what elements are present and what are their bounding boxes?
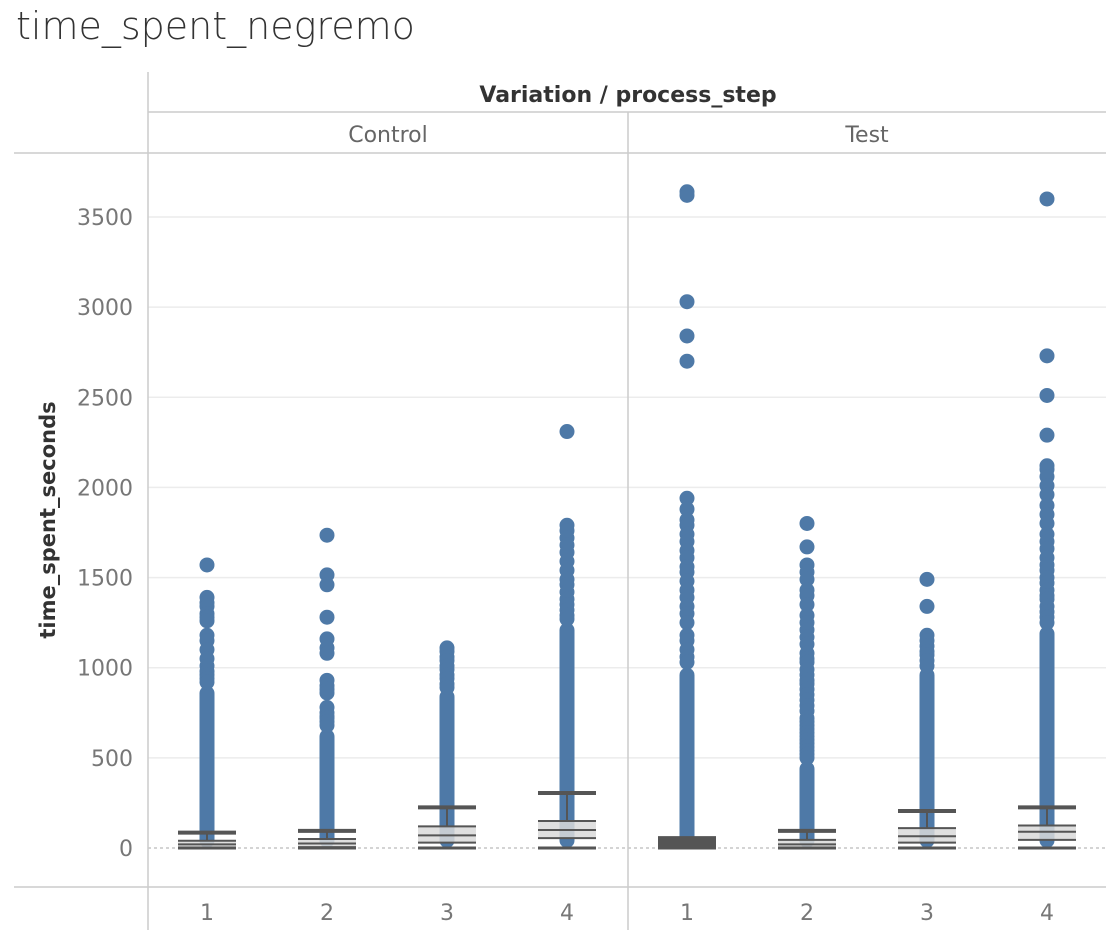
data-point [1039,191,1055,207]
data-point [679,654,695,670]
data-point [679,328,695,344]
y-tick-label: 0 [119,837,133,862]
chart-title: time_spent_negremo [16,4,415,48]
data-point [319,645,335,661]
data-point [1039,427,1055,443]
data-point [319,685,335,701]
header-label: Variation / process_step [479,83,776,108]
y-axis-ticks: 0 500 1000 1500 2000 2500 3000 3500 [77,206,133,862]
data-point [679,353,695,369]
data-point [1039,487,1055,503]
data-point [319,717,335,733]
panel-label-control: Control [348,123,428,148]
data-point [439,680,455,696]
box-compressed [658,838,716,848]
data-point [919,658,935,674]
data-point [559,611,575,627]
chart-frame [14,72,1106,930]
x-tick-label: 3 [440,901,454,926]
data-point [919,571,935,587]
x-tick-label: 3 [920,901,934,926]
data-point [319,527,335,543]
data-point [799,539,815,555]
data-point [319,609,335,625]
data-point [559,424,575,440]
data-point [679,187,695,203]
data-point [799,571,815,587]
data-point [799,750,815,766]
data-point [199,557,215,573]
x-tick-label: 1 [680,901,694,926]
grid-lines [148,216,1106,849]
dense-points [919,667,935,848]
x-tick-label: 2 [320,901,334,926]
y-axis-label: time_spent_seconds [36,401,60,638]
data-point [799,515,815,531]
data-point [1039,348,1055,364]
x-tick-label: 4 [1040,901,1054,926]
data-point [679,501,695,517]
y-tick-label: 1500 [77,567,133,592]
x-tick-label: 4 [560,901,574,926]
panel-label-test: Test [844,123,889,148]
data-point [199,613,215,629]
y-tick-label: 2000 [77,476,133,501]
data-point [679,294,695,310]
boxes [178,791,1076,850]
data-point [679,490,695,506]
data-point [1039,615,1055,631]
data-point [319,577,335,593]
dense-points [319,729,335,848]
y-tick-label: 3000 [77,296,133,321]
data-point [1039,515,1055,531]
data-points [199,184,1055,848]
x-tick-label: 2 [800,901,814,926]
data-point [199,674,215,690]
dense-points [679,667,695,848]
y-tick-label: 1000 [77,657,133,682]
data-point [919,598,935,614]
y-tick-label: 500 [91,747,133,772]
y-tick-label: 3500 [77,206,133,231]
y-tick-label: 2500 [77,386,133,411]
dense-points [199,685,215,848]
x-axis-ticks: 1 2 3 4 1 2 3 4 [200,901,1054,926]
data-point [679,615,695,631]
x-tick-label: 1 [200,901,214,926]
data-point [799,597,815,613]
dense-points [1039,626,1055,848]
dense-points [799,761,815,848]
data-point [1039,387,1055,403]
